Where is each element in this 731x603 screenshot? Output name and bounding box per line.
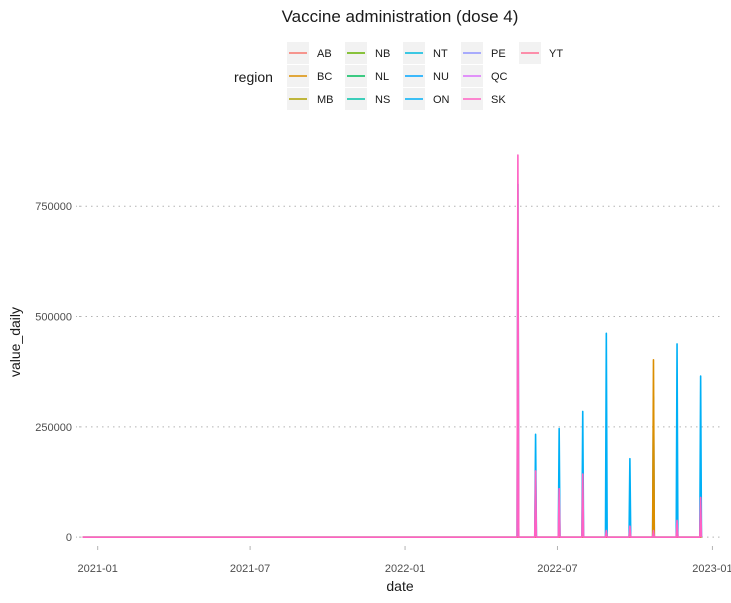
legend-label: MB	[317, 94, 334, 106]
legend-item-ab: AB	[287, 42, 332, 64]
x-axis-title: date	[386, 578, 413, 594]
legend-label: NT	[433, 48, 448, 60]
y-tick-label: 500000	[35, 312, 72, 324]
chart-title: Vaccine administration (dose 4)	[282, 7, 519, 26]
series-line-sk	[82, 154, 703, 538]
y-axis-ticks: 0 250000 500000 750000	[35, 201, 80, 544]
legend-item-nl: NL	[345, 65, 389, 87]
legend-label: ON	[433, 94, 450, 106]
series-line-on	[82, 183, 703, 538]
series-line-bc	[82, 358, 702, 538]
legend-item-nu: NU	[403, 65, 449, 87]
x-tick-label: 2022-07	[537, 563, 577, 575]
y-tick-label: 750000	[35, 201, 72, 213]
y-axis-title: value_daily	[7, 307, 23, 377]
grid	[80, 205, 720, 538]
legend-label: PE	[491, 48, 506, 60]
legend-label: NB	[375, 48, 390, 60]
legend-label: NS	[375, 94, 390, 106]
legend-label: AB	[317, 48, 332, 60]
legend-title: region	[234, 69, 273, 85]
series-layer	[82, 154, 703, 538]
legend-label: BC	[317, 71, 332, 83]
y-tick-label: 0	[66, 532, 72, 544]
legend-item-pe: PE	[461, 42, 506, 64]
legend-item-qc: QC	[461, 65, 508, 87]
legend-label: SK	[491, 94, 506, 106]
legend-item-ns: NS	[345, 88, 390, 110]
legend-item-bc: BC	[287, 65, 332, 87]
legend-item-sk: SK	[461, 88, 506, 110]
legend-item-nb: NB	[345, 42, 390, 64]
legend-label: QC	[491, 71, 508, 83]
y-tick-label: 250000	[35, 422, 72, 434]
x-tick-label: 2022-01	[385, 563, 425, 575]
x-tick-label: 2023-01	[692, 563, 731, 575]
legend-item-nt: NT	[403, 42, 448, 64]
legend-item-yt: YT	[519, 42, 563, 64]
legend-item-on: ON	[403, 88, 450, 110]
legend-item-mb: MB	[287, 88, 334, 110]
legend: region AB BC MB NB NL NS NT NU ON PE QC SK YT	[234, 42, 563, 110]
x-tick-label: 2021-01	[77, 563, 117, 575]
x-tick-label: 2021-07	[230, 563, 270, 575]
legend-label: YT	[549, 48, 563, 60]
legend-label: NU	[433, 71, 449, 83]
legend-label: NL	[375, 71, 389, 83]
x-axis-ticks: 2021-01 2021-07 2022-01 2022-07 2023-01	[77, 546, 731, 575]
